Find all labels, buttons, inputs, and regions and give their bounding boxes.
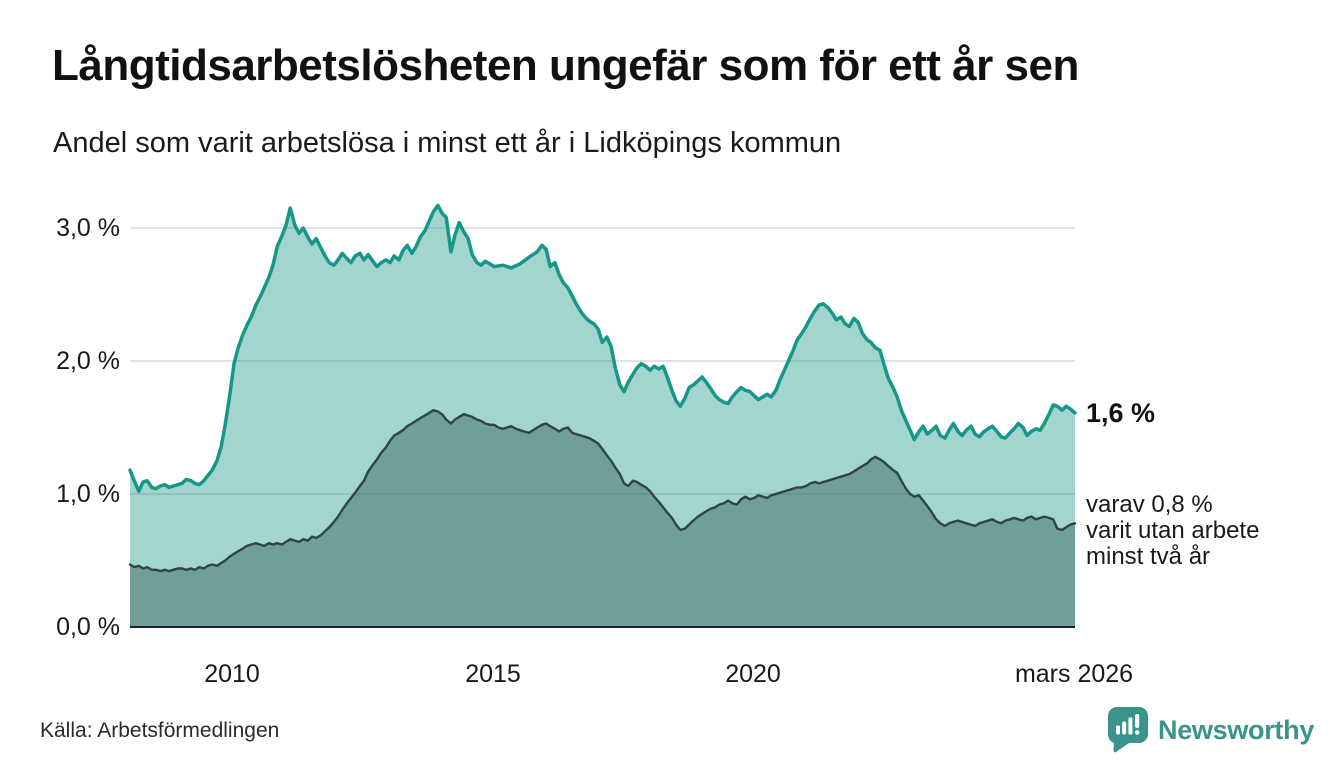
line-minst-tva-ar xyxy=(128,409,1077,573)
subset-label-line-1: varav 0,8 % xyxy=(1086,491,1213,518)
page-subtitle: Andel som varit arbetslösa i minst ett å… xyxy=(53,127,842,159)
exclamation-dot xyxy=(1134,730,1140,735)
brand-name: Newsworthy xyxy=(1158,714,1315,745)
source-note: Källa: Arbetsförmedlingen xyxy=(40,719,280,742)
x-tick-2010: 2010 xyxy=(204,660,260,688)
y-tick-0: 0,0 % xyxy=(56,613,120,641)
subset-label-line-3: minst två år xyxy=(1086,543,1211,570)
x-tick-2020: 2020 xyxy=(725,660,781,688)
y-tick-2: 2,0 % xyxy=(56,347,120,375)
subset-label-line-2: varit utan arbete xyxy=(1086,517,1260,544)
area-minst-tva-ar xyxy=(130,410,1075,627)
page-title: Långtidsarbetslösheten ungefär som för e… xyxy=(52,41,1079,90)
x-tick-2015: 2015 xyxy=(465,660,521,688)
bar-chart-glyph xyxy=(1116,714,1140,735)
subset-value-label: varav 0,8 % varit utan arbete minst två … xyxy=(1086,492,1259,570)
unemployment-area-chart xyxy=(128,203,1077,628)
total-value-label: 1,6 % xyxy=(1086,398,1156,428)
speech-bubble-shape xyxy=(1108,707,1148,753)
newsworthy-logo: Newsworthy xyxy=(1108,705,1314,755)
x-tick-mars-2026: mars 2026 xyxy=(1014,660,1134,688)
y-tick-3: 3,0 % xyxy=(56,214,120,242)
newsworthy-logo-icon xyxy=(1108,707,1148,753)
exclamation-bar xyxy=(1135,714,1140,728)
y-tick-1: 1,0 % xyxy=(56,480,120,508)
line-minst-ett-ar xyxy=(128,203,1077,494)
